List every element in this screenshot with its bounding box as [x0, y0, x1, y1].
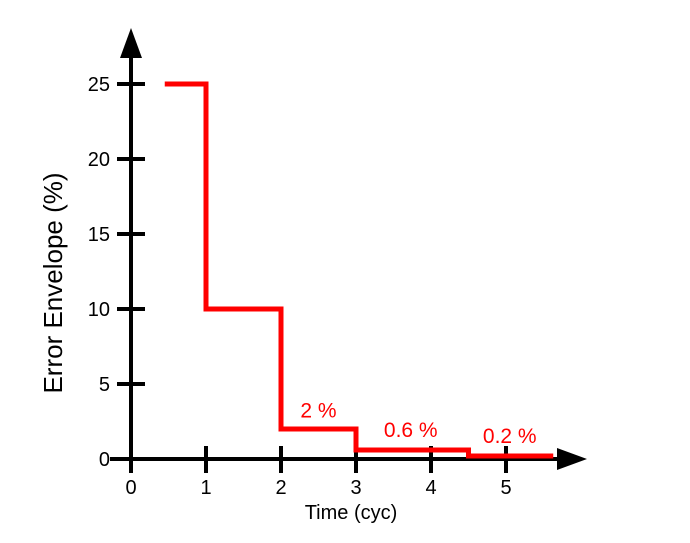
error-envelope-line: [164, 81, 554, 459]
step-value-label: 0.6 %: [384, 419, 438, 442]
x-axis-title: Time (cyc): [305, 502, 398, 524]
x-tick-label: 1: [200, 477, 211, 499]
y-axis-title: Error Envelope (%): [38, 172, 68, 393]
y-axis-arrow-icon: [120, 28, 142, 58]
x-axis-arrow-icon: [557, 448, 587, 470]
x-tick-label: 5: [500, 477, 511, 499]
y-tick-label: 0: [99, 449, 110, 471]
step-value-labels: 2 % 0.6 % 0.2 %: [300, 400, 536, 449]
step-value-label: 2 %: [300, 400, 336, 423]
step-value-label: 0.2 %: [483, 425, 537, 448]
y-tick-label: 15: [88, 224, 110, 246]
y-tick-label: 25: [88, 74, 110, 96]
x-tick-label: 3: [350, 477, 361, 499]
x-tick-label: 0: [125, 477, 136, 499]
x-tick-label: 2: [275, 477, 286, 499]
y-tick-label: 5: [99, 374, 110, 396]
y-tick-label: 10: [88, 299, 110, 321]
axis-ticks: 0 1 2 3 4 5 0 5 10 15 20 25: [88, 74, 512, 499]
x-tick-label: 4: [425, 477, 436, 499]
y-tick-label: 20: [88, 149, 110, 171]
